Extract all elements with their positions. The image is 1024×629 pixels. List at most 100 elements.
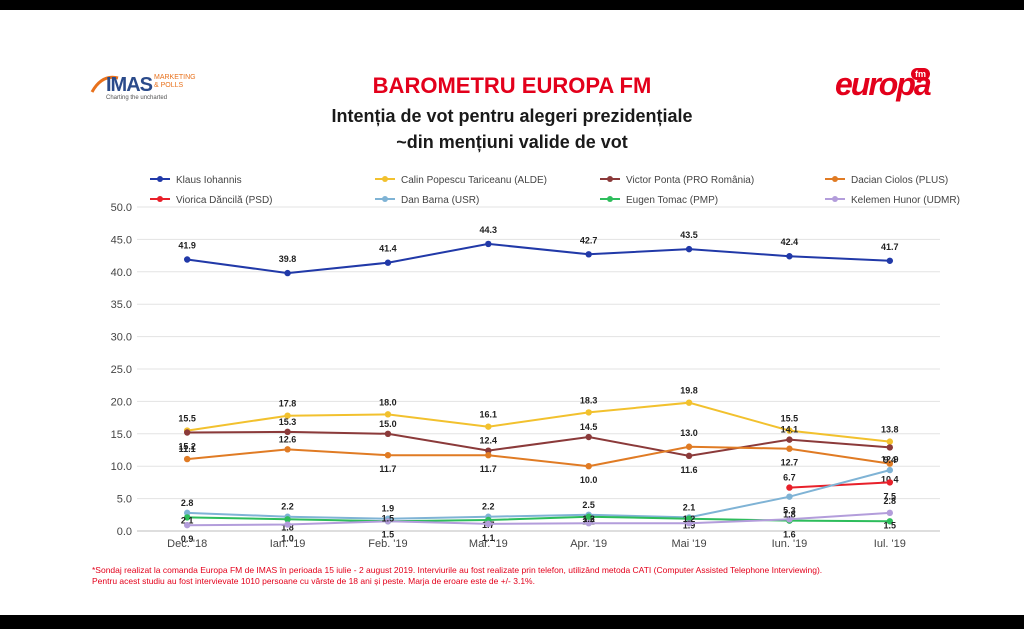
data-label: 1.8 — [783, 509, 796, 519]
data-point — [183, 514, 191, 521]
imas-logo-sub: MARKETING & POLLS — [154, 74, 196, 89]
data-label: 11.7 — [379, 464, 396, 474]
data-label: 41.9 — [178, 240, 196, 250]
data-label: 12.4 — [480, 436, 498, 446]
legend-label: Victor Ponta (PRO România) — [626, 175, 754, 186]
legend-label: Kelemen Hunor (UDMR) — [851, 195, 960, 206]
data-label: 9.4 — [884, 455, 897, 465]
y-tick-label: 10.0 — [111, 461, 132, 473]
series-line — [187, 401, 890, 443]
data-point — [886, 479, 894, 486]
data-label: 6.7 — [783, 473, 796, 483]
x-tick-label: Mai '19 — [672, 538, 707, 550]
y-tick-label: 50.0 — [111, 202, 132, 214]
legend-marker — [832, 176, 838, 182]
y-tick-label: 15.0 — [111, 429, 132, 441]
data-label: 1.2 — [683, 514, 696, 524]
data-point — [886, 509, 894, 517]
data-label: 2.2 — [281, 502, 294, 512]
data-label: 12.6 — [279, 434, 297, 444]
data-label: 1.5 — [382, 513, 395, 523]
data-label: 14.5 — [580, 422, 598, 432]
data-point — [786, 445, 793, 452]
data-label: 43.5 — [680, 230, 698, 240]
data-label: 13.8 — [881, 425, 899, 435]
data-point — [384, 259, 392, 266]
data-point — [284, 521, 291, 528]
data-label: 41.4 — [379, 244, 397, 254]
legend-label: Dacian Ciolos (PLUS) — [851, 175, 948, 186]
data-label: 0.9 — [181, 534, 194, 544]
europa-logo-fm: fm — [911, 68, 930, 80]
data-point — [183, 455, 191, 463]
data-point — [886, 257, 894, 264]
data-label: 44.3 — [480, 225, 498, 235]
data-point — [786, 436, 793, 443]
data-label: 2.5 — [582, 500, 595, 510]
data-label: 18.0 — [379, 397, 397, 407]
legend-label: Klaus Iohannis — [176, 175, 242, 186]
series-line — [187, 445, 890, 468]
chart-subtitle-line2: ~din mențiuni valide de vot — [396, 132, 628, 152]
data-label: 19.8 — [680, 386, 698, 396]
data-point — [585, 409, 592, 416]
data-point — [384, 430, 392, 437]
data-point — [886, 438, 894, 445]
data-point — [585, 433, 592, 441]
x-tick-label: Ian. '19 — [270, 538, 306, 550]
data-point — [384, 411, 392, 418]
data-point — [485, 520, 492, 528]
data-label: 1.5 — [382, 529, 395, 539]
imas-logo-tagline: Charting the uncharted — [106, 95, 168, 101]
data-label: 18.3 — [580, 395, 598, 405]
legend-label: Viorica Dăncilă (PSD) — [176, 195, 273, 206]
data-point — [485, 447, 492, 454]
data-label: 16.1 — [480, 410, 498, 420]
data-label: 12.9 — [881, 454, 899, 464]
legend-label: Calin Popescu Tariceanu (ALDE) — [401, 175, 547, 186]
legend-marker — [607, 176, 613, 182]
data-point — [685, 399, 693, 406]
x-tick-label: Feb. '19 — [368, 538, 407, 550]
data-label: 10.0 — [580, 475, 598, 485]
legend-marker — [382, 196, 388, 202]
data-point — [183, 521, 191, 529]
data-label: 2.1 — [181, 515, 194, 525]
chart-subtitle-line1: Intenția de vot pentru alegeri prezidenț… — [331, 106, 693, 126]
data-point — [485, 451, 492, 459]
x-tick-label: Mar. '19 — [469, 538, 508, 550]
data-point — [685, 245, 693, 253]
data-point — [485, 423, 492, 430]
data-label: 14.1 — [781, 425, 799, 435]
y-tick-label: 5.0 — [117, 494, 132, 506]
data-label: 7.5 — [884, 491, 897, 501]
y-tick-label: 25.0 — [111, 364, 132, 376]
data-label: 11.1 — [179, 444, 196, 454]
data-label: 1.5 — [884, 520, 897, 530]
y-tick-label: 45.0 — [111, 234, 132, 246]
data-label: 39.8 — [279, 254, 297, 264]
footnote-line2: Pentru acest studiu au fost intervievate… — [92, 576, 535, 586]
data-point — [786, 493, 793, 500]
series-line — [187, 511, 890, 527]
data-point — [183, 429, 191, 436]
data-point — [786, 253, 793, 260]
data-label: 41.7 — [881, 242, 899, 252]
legend-label: Eugen Tomac (PMP) — [626, 195, 718, 206]
data-label: 2.1 — [683, 502, 696, 512]
data-label: 12.7 — [781, 458, 799, 468]
data-point — [284, 428, 291, 436]
y-tick-label: 0.0 — [117, 526, 132, 538]
data-label: 15.5 — [781, 414, 799, 424]
imas-swoosh-icon — [90, 75, 119, 93]
y-tick-label: 40.0 — [111, 267, 132, 279]
europa-fm-logo: europa fm — [835, 66, 970, 106]
legend-marker — [157, 196, 163, 202]
data-point — [886, 444, 894, 451]
data-label: 13.0 — [680, 428, 698, 438]
x-tick-label: Iul. '19 — [874, 538, 906, 550]
data-point — [685, 520, 693, 527]
data-point — [585, 513, 592, 520]
y-tick-label: 30.0 — [111, 332, 132, 344]
